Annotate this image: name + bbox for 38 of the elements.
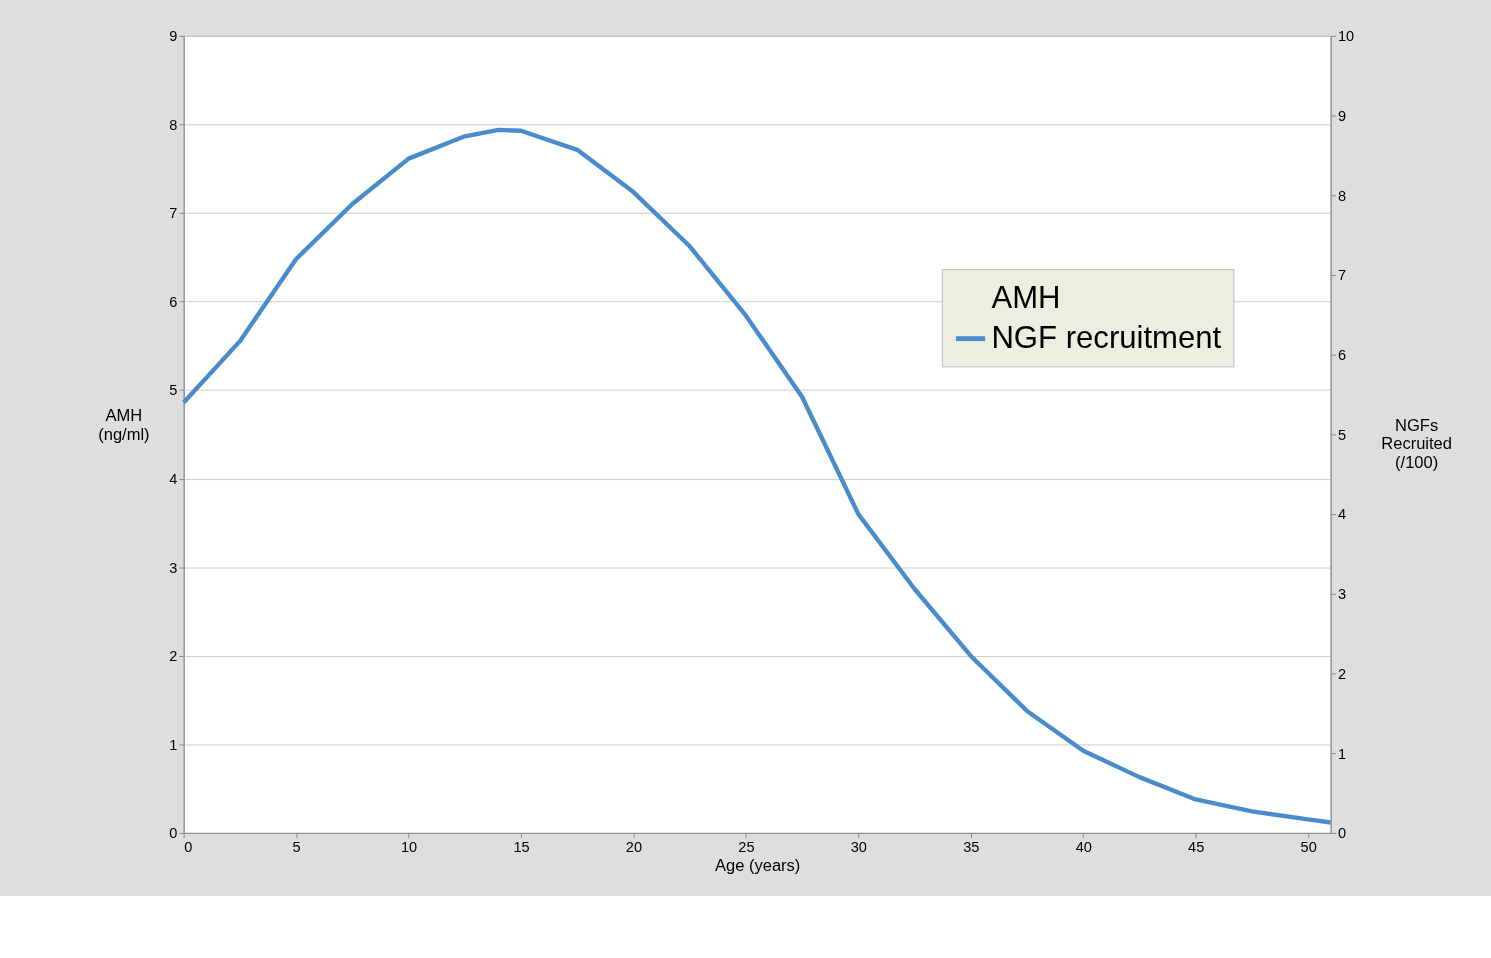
x-tick-label: 35 [963, 838, 980, 855]
y-tick-label: 8 [169, 116, 178, 133]
y2-tick-label: 10 [1337, 28, 1355, 45]
y2-tick-label: 8 [1337, 187, 1347, 204]
y-tick-label: 0 [169, 825, 178, 842]
y2-tick-label: 0 [1337, 825, 1347, 842]
y2-tick-label: 7 [1337, 267, 1347, 284]
y2-tick-label: 6 [1337, 347, 1347, 364]
y2-axis-title: NGFs Recruited (/100) [1381, 415, 1452, 472]
y2-tick-label: 9 [1337, 107, 1347, 124]
y-tick-label: 7 [169, 205, 178, 222]
y-tick-label: 5 [169, 382, 178, 399]
text: AMH [991, 279, 1061, 315]
y2-tick-label: 4 [1337, 506, 1347, 523]
x-tick-label: 25 [738, 838, 755, 855]
x-tick-label: 10 [400, 838, 418, 855]
y-tick-label: 9 [169, 28, 178, 45]
y-tick-label: 2 [169, 648, 178, 665]
x-tick-label: 0 [184, 838, 193, 855]
y-axis-title: AMH (ng/ml) [98, 406, 150, 444]
line-series [181, 127, 1333, 825]
x-tick-label: 5 [292, 838, 301, 855]
x-tick-label: 30 [850, 838, 867, 855]
x-tick-label: 50 [1300, 838, 1317, 855]
legend-label: NGF recruitment [991, 320, 1222, 356]
y2-tick-label: 2 [1337, 665, 1347, 682]
y2-tick-label: 5 [1337, 426, 1347, 443]
x-tick-label: 40 [1075, 838, 1092, 855]
y2-tick-label: 1 [1337, 745, 1347, 762]
y2-tick-label: 3 [1337, 586, 1347, 603]
y-tick-label: 6 [169, 293, 178, 310]
y-tick-label: 3 [169, 559, 178, 576]
y-tick-label: 4 [169, 471, 178, 488]
x-tick-label: 45 [1188, 838, 1205, 855]
x-tick-label: 15 [513, 838, 530, 855]
x-axis-title: Age (years) [714, 856, 801, 876]
y-tick-label: 1 [169, 736, 178, 753]
x-tick-label: 20 [625, 838, 643, 855]
